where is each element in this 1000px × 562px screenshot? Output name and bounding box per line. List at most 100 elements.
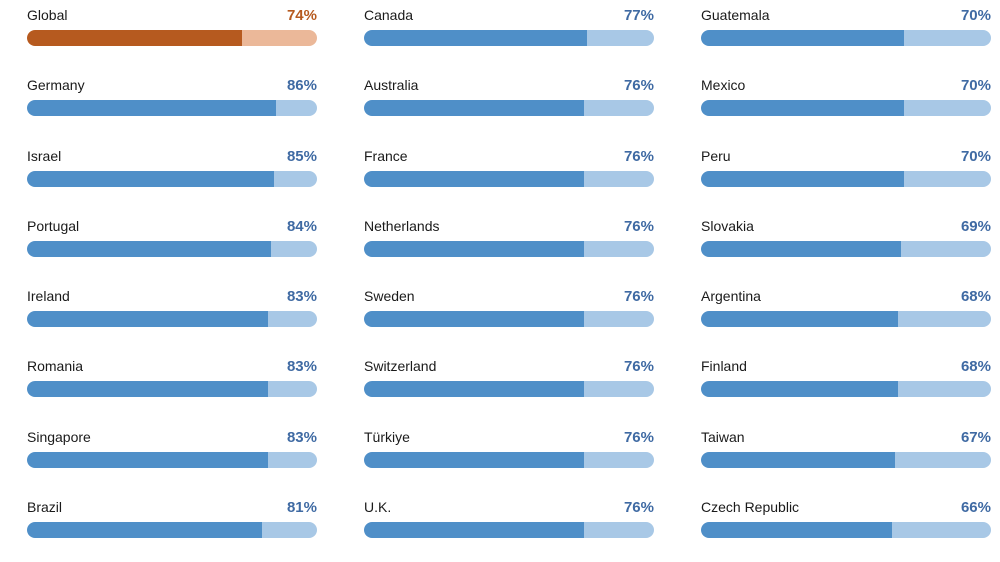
bar-track bbox=[364, 522, 654, 539]
bar-track bbox=[27, 381, 317, 398]
bar-row-argentina: Argentina 68% bbox=[701, 281, 991, 351]
data-label: 66% bbox=[960, 499, 991, 517]
bar-row-ireland: Ireland 83% bbox=[27, 281, 317, 351]
bar-fill bbox=[27, 100, 277, 117]
data-label: 76% bbox=[623, 147, 654, 165]
data-label: 76% bbox=[623, 428, 654, 446]
category-label: Czech Republic bbox=[701, 499, 800, 516]
bar-fill bbox=[27, 170, 274, 187]
bar-row-header: Portugal 84% bbox=[27, 211, 317, 241]
bar-fill bbox=[364, 100, 585, 117]
bar-track bbox=[364, 381, 654, 398]
bar-track bbox=[701, 30, 991, 46]
bar-row-header: Netherlands 76% bbox=[364, 211, 654, 241]
bar-row-header: Czech Republic 66% bbox=[701, 492, 991, 522]
data-label: 76% bbox=[623, 217, 654, 235]
bar-fill bbox=[364, 240, 585, 257]
data-label: 83% bbox=[286, 288, 317, 306]
bar-row-header: Switzerland 76% bbox=[364, 351, 654, 381]
bar-fill bbox=[701, 240, 902, 257]
bar-track bbox=[701, 240, 991, 257]
data-label: 77% bbox=[623, 7, 654, 24]
bar-fill bbox=[364, 170, 585, 187]
category-label: Canada bbox=[364, 7, 414, 23]
category-label: Finland bbox=[701, 358, 747, 375]
bar-row-header: Australia 76% bbox=[364, 70, 654, 100]
category-label: U.K. bbox=[364, 499, 392, 516]
bar-row-header: Finland 68% bbox=[701, 351, 991, 381]
bar-fill bbox=[364, 451, 585, 468]
data-label: 70% bbox=[960, 147, 991, 165]
category-label: Guatemala bbox=[701, 7, 770, 23]
category-label: Netherlands bbox=[364, 217, 440, 234]
category-label: Portugal bbox=[27, 217, 80, 234]
bar-row-header: Argentina 68% bbox=[701, 281, 991, 311]
bar-row-header: Guatemala 70% bbox=[701, 0, 991, 30]
category-label: Germany bbox=[27, 77, 85, 94]
bar-row-sweden: Sweden 76% bbox=[364, 281, 654, 351]
bar-fill bbox=[27, 381, 268, 398]
data-label: 68% bbox=[960, 288, 991, 306]
bar-track bbox=[701, 100, 991, 117]
bar-fill bbox=[701, 170, 904, 187]
bar-track bbox=[364, 30, 654, 46]
category-label: Romania bbox=[27, 358, 84, 375]
bar-row-germany: Germany 86% bbox=[27, 70, 317, 140]
data-label: 70% bbox=[960, 77, 991, 95]
bar-row-header: Global 74% bbox=[27, 0, 317, 30]
column-2: Canada 77% Australia 76% France 76% Netherland… bbox=[364, 0, 654, 562]
category-label: Global bbox=[27, 7, 68, 23]
bar-fill bbox=[701, 311, 899, 328]
bar-row-romania: Romania 83% bbox=[27, 351, 317, 421]
category-label: Argentina bbox=[701, 288, 761, 305]
category-label: Australia bbox=[364, 77, 419, 94]
bar-track bbox=[701, 381, 991, 398]
bar-row-canada: Canada 77% bbox=[364, 0, 654, 70]
bar-fill bbox=[701, 381, 899, 398]
data-label: 83% bbox=[286, 428, 317, 446]
category-label: Sweden bbox=[364, 288, 415, 305]
data-label: 81% bbox=[286, 499, 317, 517]
bar-row-switzerland: Switzerland 76% bbox=[364, 351, 654, 421]
data-label: 68% bbox=[960, 358, 991, 376]
category-label: Slovakia bbox=[701, 217, 754, 234]
category-label: Brazil bbox=[27, 499, 63, 516]
bar-fill bbox=[27, 311, 268, 328]
data-label: 67% bbox=[960, 428, 991, 446]
bar-row-netherlands: Netherlands 76% bbox=[364, 211, 654, 281]
bar-fill bbox=[27, 30, 242, 46]
column-3: Guatemala 70% Mexico 70% Peru 70% Slovakia 69% A… bbox=[701, 0, 991, 562]
bar-track bbox=[27, 240, 317, 257]
data-label: 74% bbox=[286, 7, 317, 24]
bar-row-portugal: Portugal 84% bbox=[27, 211, 317, 281]
bar-fill bbox=[364, 311, 585, 328]
bar-row-slovakia: Slovakia 69% bbox=[701, 211, 991, 281]
bar-track bbox=[364, 240, 654, 257]
bar-fill bbox=[364, 381, 585, 398]
data-label: 76% bbox=[623, 499, 654, 517]
bar-track bbox=[701, 311, 991, 328]
data-label: 84% bbox=[286, 217, 317, 235]
bar-chart: Global 74% Germany 86% Israel 85% Portugal 84% I… bbox=[27, 0, 991, 562]
data-label: 70% bbox=[960, 7, 991, 24]
bar-row-global: Global 74% bbox=[27, 0, 317, 70]
category-label: Singapore bbox=[27, 428, 91, 445]
bar-row-t-rkiye: Türkiye 76% bbox=[364, 422, 654, 492]
bar-row-guatemala: Guatemala 70% bbox=[701, 0, 991, 70]
bar-row-header: France 76% bbox=[364, 141, 654, 171]
bar-fill bbox=[701, 451, 896, 468]
bar-track bbox=[27, 522, 317, 539]
bar-fill bbox=[27, 522, 262, 539]
category-label: France bbox=[364, 147, 408, 164]
data-label: 86% bbox=[286, 77, 317, 95]
category-label: Türkiye bbox=[364, 428, 410, 445]
bar-track bbox=[27, 311, 317, 328]
bar-row-mexico: Mexico 70% bbox=[701, 70, 991, 140]
bar-row-header: Canada 77% bbox=[364, 0, 654, 30]
data-label: 85% bbox=[286, 147, 317, 165]
bar-fill bbox=[701, 100, 904, 117]
bar-track bbox=[364, 451, 654, 468]
bar-fill bbox=[364, 30, 588, 46]
category-label: Mexico bbox=[701, 77, 746, 94]
bar-fill bbox=[27, 451, 268, 468]
